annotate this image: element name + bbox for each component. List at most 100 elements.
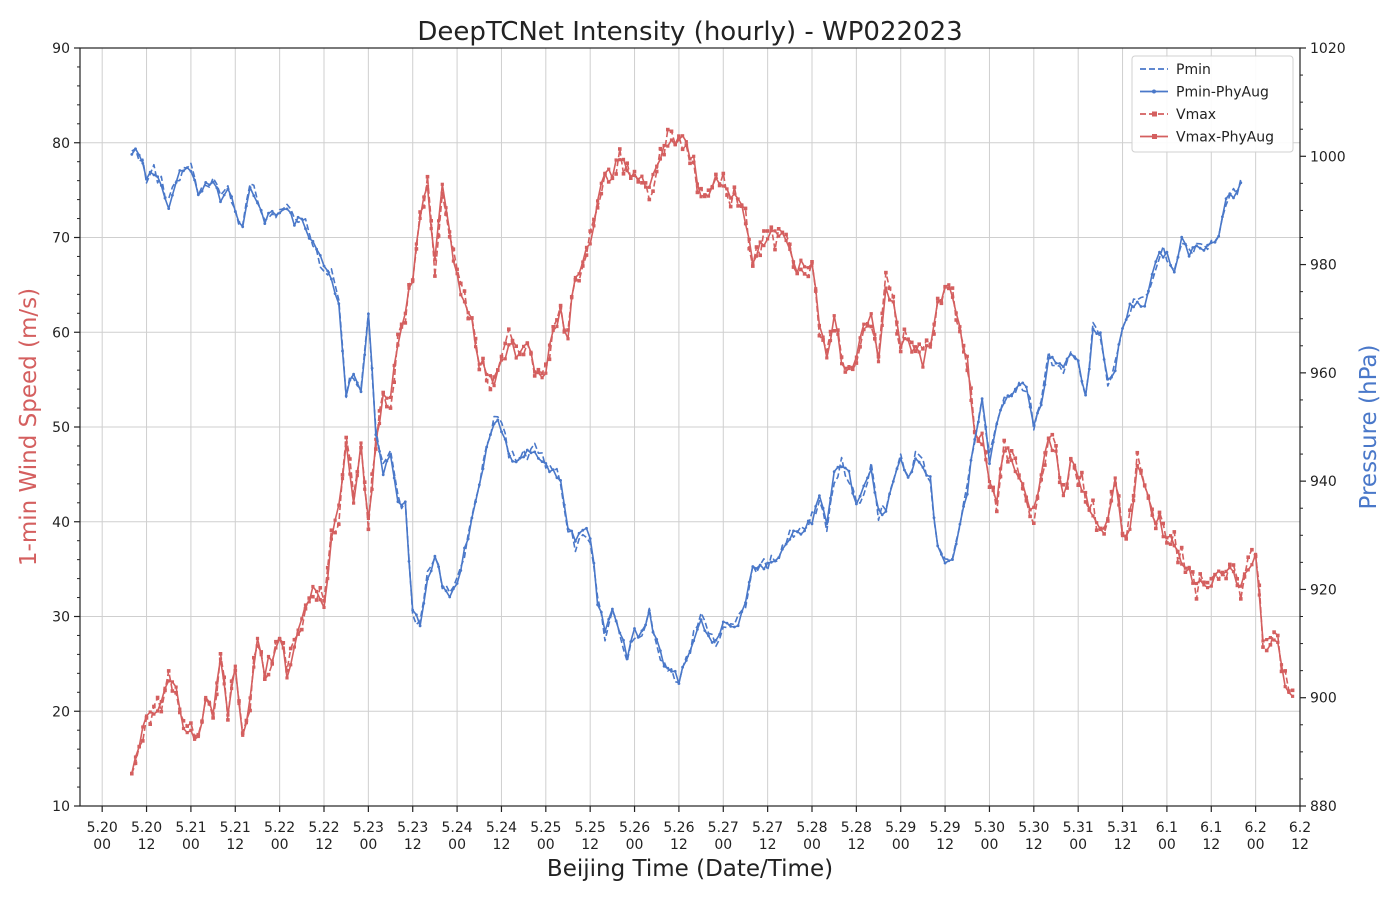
pmin-phyaug-point xyxy=(995,422,999,426)
vmax-phyaug-point xyxy=(1047,436,1051,440)
vmax-phyaug-point xyxy=(1139,471,1143,475)
pmin-phyaug-point xyxy=(1080,379,1084,383)
pmin-phyaug-point xyxy=(270,209,274,213)
pmin-phyaug-point xyxy=(507,452,511,456)
x-tick-label-date: 5.31 xyxy=(1107,820,1138,836)
vmax-point xyxy=(721,171,726,176)
pmin-phyaug-point xyxy=(300,217,304,221)
pmin-phyaug-point xyxy=(174,181,178,184)
pmin-phyaug-point xyxy=(903,468,906,472)
vmax-point xyxy=(1124,537,1128,541)
vmax-point xyxy=(847,366,851,371)
pmin-phyaug-point xyxy=(644,623,647,627)
pmin-phyaug-point xyxy=(577,531,581,535)
vmax-phyaug-point xyxy=(1198,578,1202,582)
vmax-point xyxy=(270,662,274,666)
vmax-point xyxy=(680,147,685,152)
vmax-point xyxy=(913,349,918,354)
vmax-phyaug-point xyxy=(965,354,969,358)
vmax-phyaug-point xyxy=(876,360,881,364)
legend-label: Pmin xyxy=(1176,62,1211,78)
y-tick-label-right: 940 xyxy=(1310,474,1337,490)
pmin-phyaug-point xyxy=(433,554,437,558)
y-tick-label-left: 70 xyxy=(52,231,70,247)
vmax-phyaug-point xyxy=(492,384,496,388)
vmax-phyaug-point xyxy=(832,314,836,318)
vmax-point xyxy=(440,191,445,196)
x-tick-label-date: 5.28 xyxy=(841,820,872,836)
vmax-phyaug-point xyxy=(1084,490,1088,495)
vmax-point xyxy=(1006,460,1010,464)
vmax-phyaug-point xyxy=(936,300,940,304)
vmax-point xyxy=(1235,577,1239,581)
pmin-phyaug-point xyxy=(1021,381,1025,385)
vmax-phyaug-point xyxy=(991,489,995,493)
vmax-phyaug-point xyxy=(710,184,714,189)
vmax-point xyxy=(444,212,448,216)
pmin-phyaug-point xyxy=(921,466,925,469)
vmax-point xyxy=(651,189,655,193)
vmax-point xyxy=(802,272,807,276)
vmax-point xyxy=(1228,562,1232,567)
vmax-phyaug-point xyxy=(1017,476,1021,480)
pmin-phyaug-point xyxy=(315,247,318,251)
vmax-phyaug-point xyxy=(880,323,884,327)
vmax-point xyxy=(599,191,604,196)
vmax-point xyxy=(388,406,393,410)
pmin-phyaug-point xyxy=(962,505,965,508)
vmax-point xyxy=(481,356,485,361)
pmin-phyaug-point xyxy=(529,451,533,455)
vmax-point xyxy=(433,274,437,278)
pmin-phyaug-point xyxy=(936,544,940,548)
vmax-phyaug-point xyxy=(326,576,330,581)
pmin-phyaug-point xyxy=(1172,270,1176,274)
vmax-point xyxy=(825,349,829,354)
pmin-phyaug-point xyxy=(581,528,585,532)
vmax-point xyxy=(995,509,999,514)
pmin-phyaug-point xyxy=(189,169,193,173)
vmax-point xyxy=(248,708,252,713)
vmax-point xyxy=(344,435,348,440)
vmax-phyaug-point xyxy=(1024,495,1028,499)
vmax-phyaug-point xyxy=(1120,534,1125,538)
vmax-phyaug-point xyxy=(359,441,363,445)
vmax-point xyxy=(640,181,644,185)
x-tick-label-time: 12 xyxy=(670,837,688,853)
pmin-phyaug-point xyxy=(1054,361,1058,365)
pmin-phyaug-point xyxy=(474,500,477,504)
vmax-point xyxy=(688,161,692,166)
pmin-phyaug-point xyxy=(670,670,673,673)
vmax-point xyxy=(314,598,319,602)
vmax-phyaug-point xyxy=(1039,473,1043,477)
vmax-point xyxy=(991,485,995,490)
vmax-point xyxy=(843,370,848,374)
pmin-phyaug-point xyxy=(795,530,799,533)
vmax-phyaug-point xyxy=(840,362,844,366)
vmax-point xyxy=(333,530,337,535)
vmax-point xyxy=(252,655,256,660)
vmax-point xyxy=(451,247,456,251)
vmax-phyaug-point xyxy=(566,337,570,341)
vmax-phyaug-point xyxy=(407,286,411,290)
x-tick-label-time: 12 xyxy=(315,837,333,853)
vmax-phyaug-point xyxy=(1279,663,1284,667)
vmax-phyaug-point xyxy=(1209,584,1213,588)
vmax-phyaug-point xyxy=(766,237,770,241)
pmin-phyaug-point xyxy=(378,450,381,453)
vmax-phyaug-point xyxy=(584,245,589,249)
vmax-point xyxy=(854,361,859,365)
pmin-phyaug-point xyxy=(843,466,847,470)
vmax-point xyxy=(666,127,670,132)
pmin-phyaug-point xyxy=(965,492,969,496)
vmax-phyaug-point xyxy=(1021,482,1025,486)
pmin-phyaug-point xyxy=(182,169,185,173)
pmin-phyaug-point xyxy=(555,476,559,480)
vmax-point xyxy=(1061,483,1066,487)
pmin-phyaug-point xyxy=(803,529,806,533)
legend-swatch-marker xyxy=(1152,89,1156,94)
vmax-point xyxy=(403,321,408,325)
vmax-phyaug-point xyxy=(193,737,197,741)
pmin-phyaug-point xyxy=(548,470,551,474)
vmax-point xyxy=(1290,688,1295,693)
